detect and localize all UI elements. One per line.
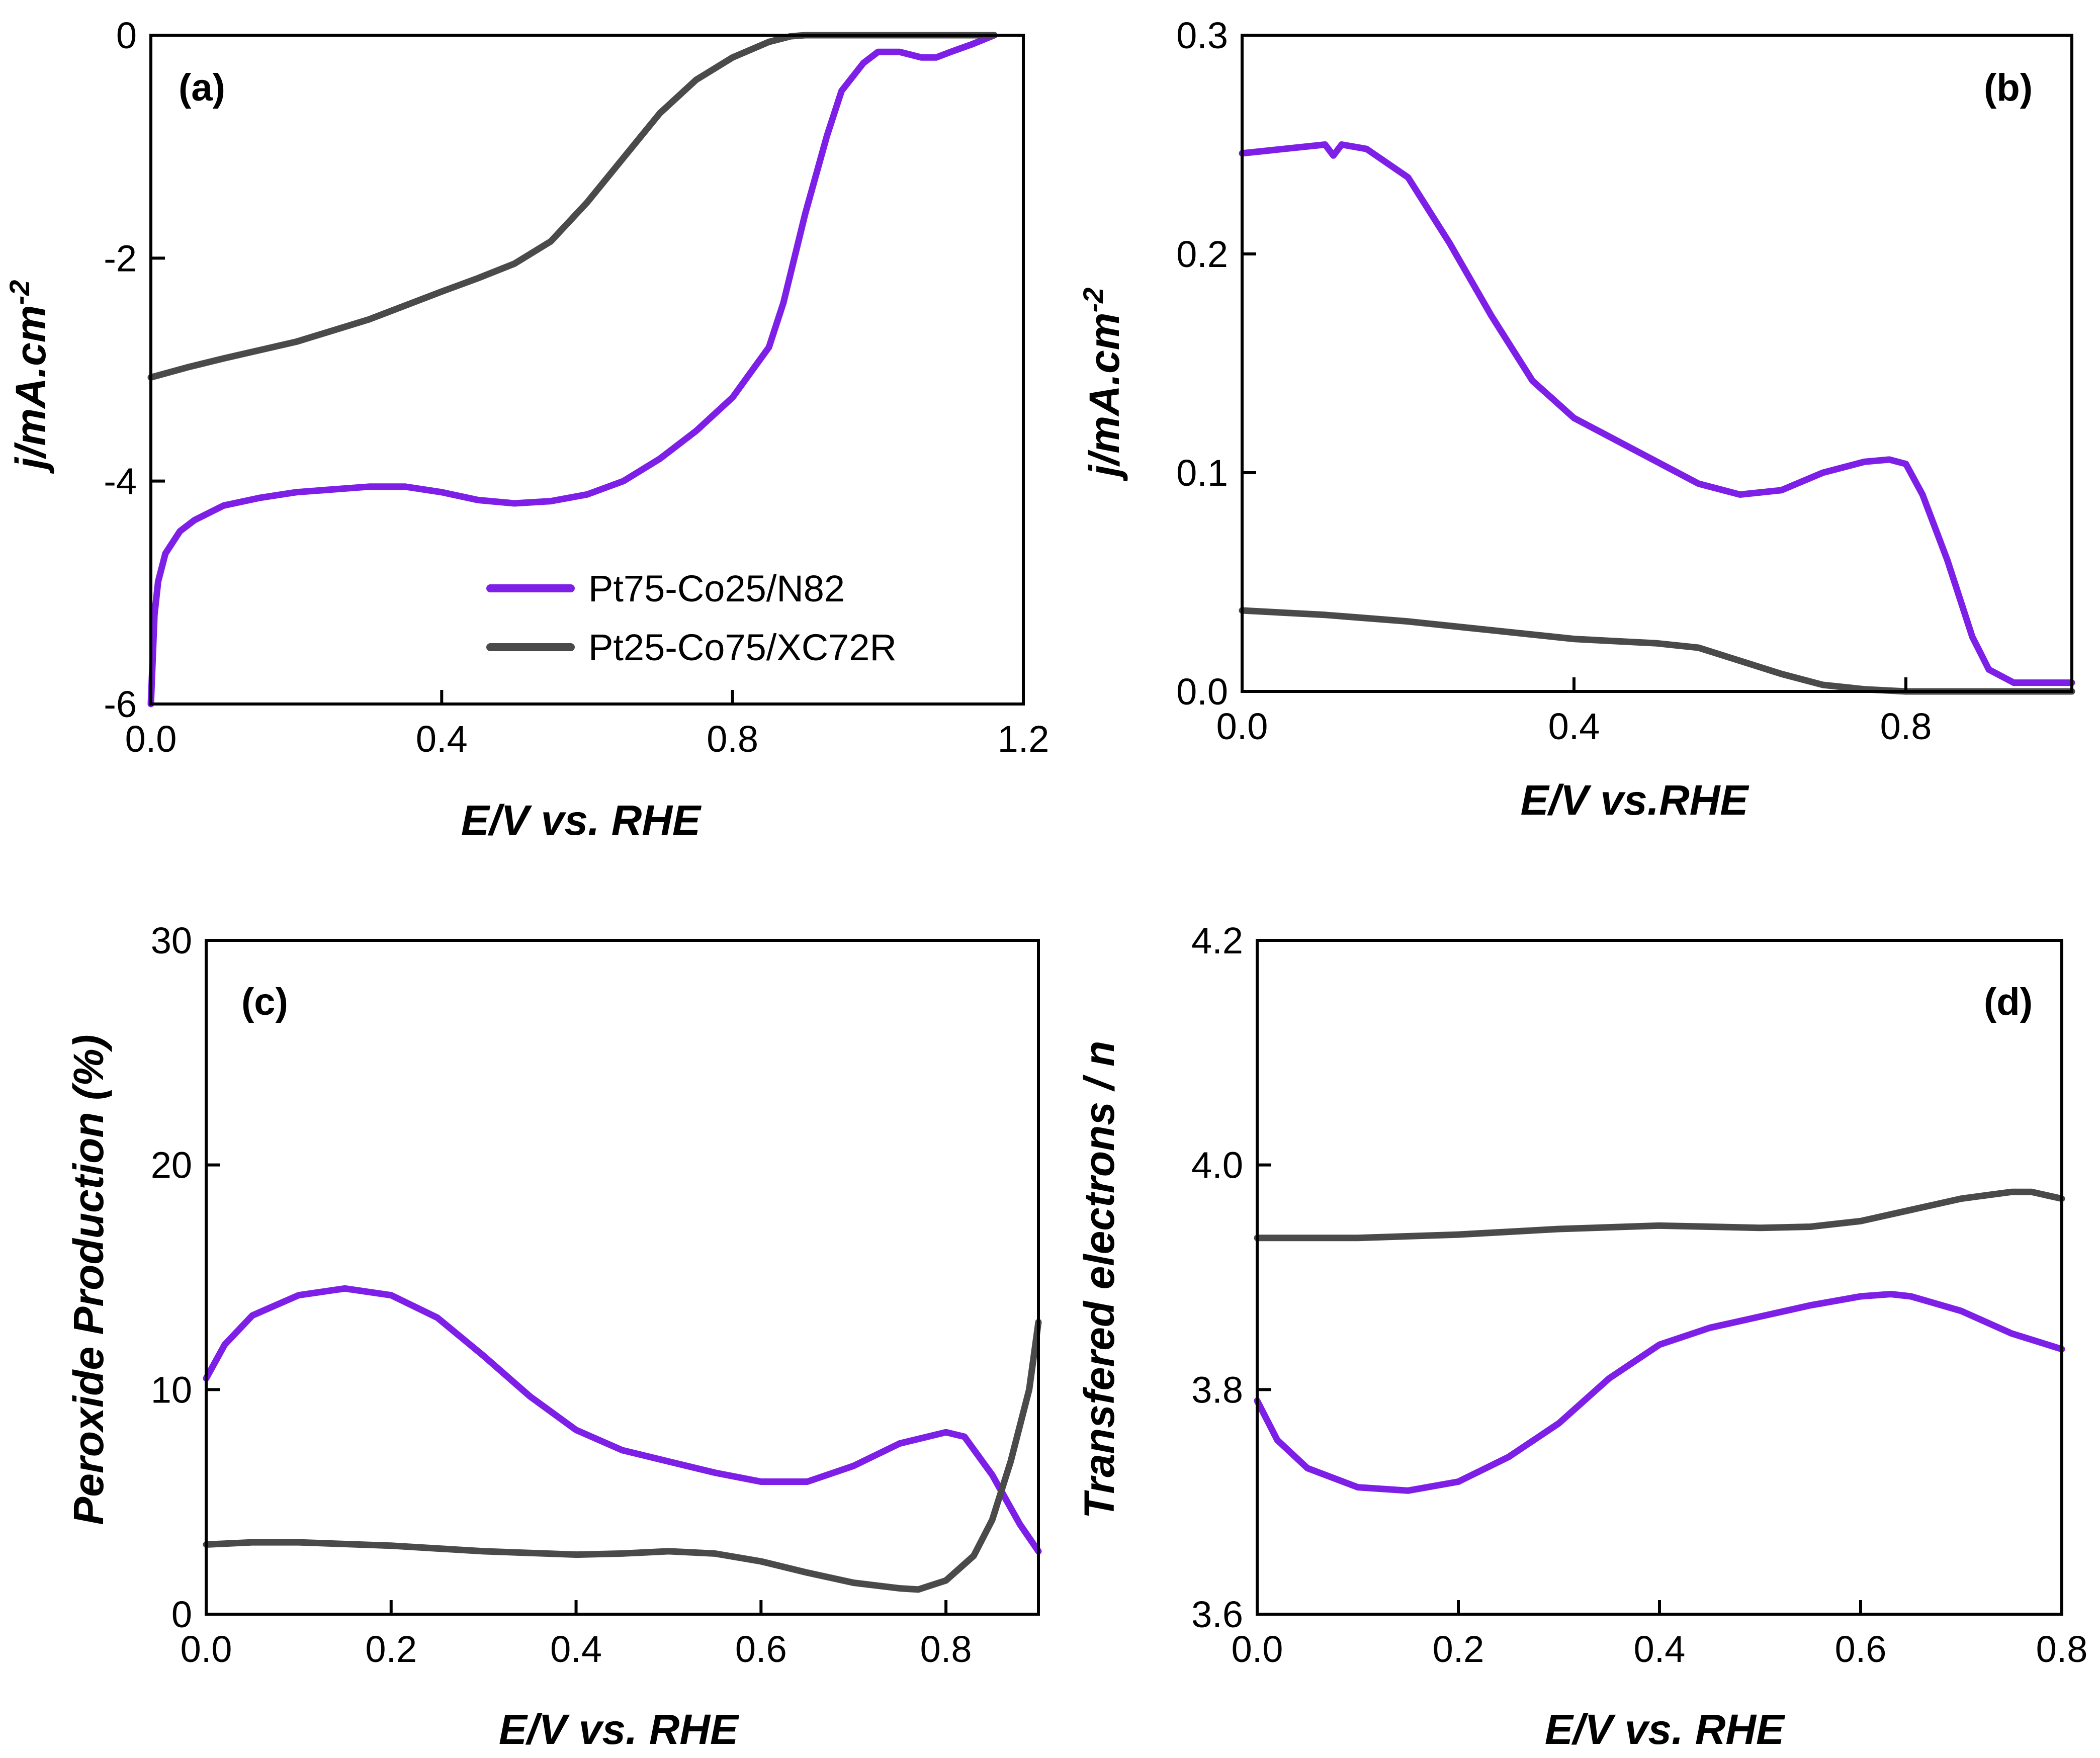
panel-b-ytick-label: 0.0 — [1176, 671, 1228, 713]
panel-a-xtick-label: 0.4 — [416, 718, 468, 760]
panel-d-ylabel: Transfered electrons / n — [1076, 1041, 1123, 1519]
panel-a-series-pt75-co25-n82 — [147, 32, 998, 708]
panel-b-ytick-label: 0.3 — [1176, 15, 1228, 56]
panel-b-ylabel: j/mA.cm-2 — [1077, 288, 1128, 482]
panel-b-ylabel-exponent: -2 — [1077, 288, 1109, 313]
panel-c-xtick-label: 0.8 — [920, 1628, 972, 1670]
panel-b-chart: E/V vs.RHE j/mA.cm-2 (b) 0.0 0.4 0.8 0.0 0.1… — [1077, 15, 2075, 824]
legend-label-pt25: Pt25-Co75/XC72R — [588, 627, 897, 668]
panel-d-xlabel: E/V vs. RHE — [1545, 1706, 1786, 1753]
panel-c-ytick-label: 0 — [171, 1594, 192, 1635]
panel-d-ytick-label: 4.2 — [1191, 920, 1243, 961]
panel-c-xtick-label: 0.6 — [735, 1628, 787, 1670]
panel-c-ylabel: Peroxide Production (%) — [65, 1034, 112, 1525]
panel-b-xtick-label: 0.8 — [1880, 706, 1932, 747]
panel-d-ytick-label: 3.6 — [1191, 1594, 1243, 1635]
panel-c-ytick-label: 10 — [151, 1369, 192, 1411]
panel-b-plot-frame — [1241, 34, 2073, 693]
panel-d-xtick-label: 0.6 — [1835, 1628, 1887, 1670]
panel-d-ytick-label: 4.0 — [1191, 1145, 1243, 1186]
panel-a-plot-frame — [149, 34, 1025, 706]
panel-c-ytick-label: 20 — [151, 1145, 192, 1186]
panel-c-chart: E/V vs. RHE Peroxide Production (%) (c) … — [65, 920, 1042, 1753]
panel-b-ytick-label: 0.1 — [1176, 452, 1228, 494]
panel-a-ylabel: j/mA.cm-2 — [4, 280, 54, 475]
panel-d-xtick-label: 0.2 — [1433, 1628, 1484, 1670]
panel-d-chart: E/V vs. RHE Transfered electrons / n (d)… — [1076, 920, 2087, 1753]
panel-d-series-pt75-co25-n82 — [1254, 1291, 2065, 1494]
panel-b-ylabel-text: j/mA.cm — [1081, 313, 1128, 482]
panel-c-label: (c) — [241, 981, 288, 1023]
panel-b-xtick-label: 0.4 — [1548, 706, 1600, 747]
panel-a-ytick-label: -6 — [104, 683, 137, 725]
panel-a-ytick-label: 0 — [116, 15, 137, 56]
panel-c-ytick-label: 30 — [151, 920, 192, 961]
panel-d-ytick-label: 3.8 — [1191, 1369, 1243, 1411]
panel-a-ylabel-text: j/mA.cm — [7, 305, 54, 475]
panel-c-xlabel: E/V vs. RHE — [499, 1706, 740, 1753]
panel-a-ytick-label: -2 — [104, 237, 137, 279]
panel-d-plot-frame — [1256, 939, 2063, 1616]
panel-b-ytick-label: 0.2 — [1176, 233, 1228, 275]
panel-a-legend: Pt75-Co25/N82 Pt25-Co75/XC72R — [486, 568, 897, 668]
panel-b-series-pt25-co75-xc72r — [1239, 607, 2075, 695]
panel-c-xtick-label: 0.2 — [365, 1628, 417, 1670]
panel-d-xtick-label: 0.0 — [1232, 1628, 1283, 1670]
panel-a-xtick-label: 1.2 — [998, 718, 1049, 760]
panel-c-plot-frame — [205, 939, 1040, 1616]
panel-a-label: (a) — [179, 66, 225, 109]
panel-b-label: (b) — [1984, 66, 2033, 109]
panel-b-xtick-label: 0.0 — [1216, 706, 1268, 747]
legend-label-pt75: Pt75-Co25/N82 — [588, 568, 845, 609]
panel-c-series-pt25-co75-xc72r — [203, 1318, 1042, 1593]
panel-c-series-pt75-co25-n82 — [203, 1285, 1042, 1555]
panel-a-xlabel: E/V vs. RHE — [461, 797, 702, 844]
panel-c-xtick-label: 0.0 — [181, 1628, 232, 1670]
panel-c-xtick-label: 0.4 — [550, 1628, 602, 1670]
panel-a-chart: E/V vs. RHE j/mA.cm-2 (a) 0.0 0.4 0.8 1.2-6… — [4, 15, 1049, 844]
panel-a-xtick-label: 0.8 — [707, 718, 758, 760]
panel-a-xtick-label: 0.0 — [125, 718, 177, 760]
panel-d-xtick-label: 0.8 — [2036, 1628, 2088, 1670]
panel-d-xtick-label: 0.4 — [1634, 1628, 1686, 1670]
panel-b-xlabel: E/V vs.RHE — [1521, 776, 1750, 824]
panel-d-series-pt25-co75-xc72r — [1254, 1188, 2065, 1242]
panel-b-series-pt75-co25-n82 — [1239, 141, 2075, 686]
panel-a-series-pt25-co75-xc72r — [147, 32, 998, 381]
panel-d-label: (d) — [1984, 981, 2033, 1023]
panel-a-ylabel-exponent: -2 — [4, 280, 35, 305]
panel-a-ytick-label: -4 — [104, 461, 137, 502]
